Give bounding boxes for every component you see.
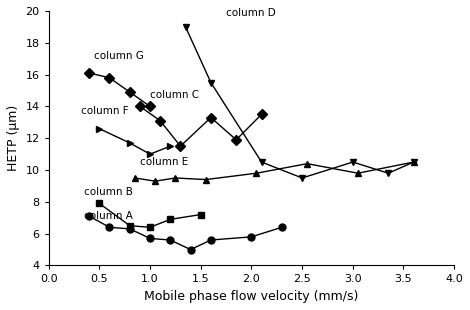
Text: column G: column G (94, 51, 144, 61)
Text: column F: column F (81, 106, 129, 116)
Text: column B: column B (84, 188, 133, 197)
Text: column D: column D (226, 8, 276, 18)
X-axis label: Mobile phase flow velocity (mm/s): Mobile phase flow velocity (mm/s) (144, 290, 359, 303)
Text: column C: column C (150, 91, 199, 100)
Text: column E: column E (140, 157, 188, 167)
Text: column A: column A (84, 211, 133, 221)
Y-axis label: HETP (μm): HETP (μm) (7, 105, 20, 171)
